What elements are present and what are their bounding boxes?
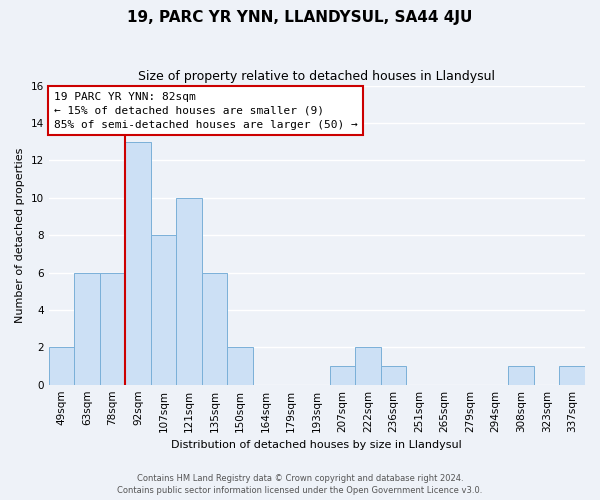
Bar (176, 198, 202, 384)
Bar (380, 366, 406, 384)
Bar (508, 366, 534, 384)
Bar (74, 272, 100, 384)
Text: 19, PARC YR YNN, LLANDYSUL, SA44 4JU: 19, PARC YR YNN, LLANDYSUL, SA44 4JU (127, 10, 473, 25)
Text: 19 PARC YR YNN: 82sqm
← 15% of detached houses are smaller (9)
85% of semi-detac: 19 PARC YR YNN: 82sqm ← 15% of detached … (54, 92, 358, 130)
Title: Size of property relative to detached houses in Llandysul: Size of property relative to detached ho… (139, 70, 496, 83)
Bar (355, 348, 380, 385)
Bar (202, 272, 227, 384)
Bar (559, 366, 585, 384)
Text: Contains HM Land Registry data © Crown copyright and database right 2024.
Contai: Contains HM Land Registry data © Crown c… (118, 474, 482, 495)
Bar (151, 235, 176, 384)
Bar (125, 142, 151, 384)
Y-axis label: Number of detached properties: Number of detached properties (15, 148, 25, 323)
X-axis label: Distribution of detached houses by size in Llandysul: Distribution of detached houses by size … (172, 440, 462, 450)
Bar (329, 366, 355, 384)
Bar (227, 348, 253, 385)
Bar (49, 348, 74, 385)
Bar (100, 272, 125, 384)
